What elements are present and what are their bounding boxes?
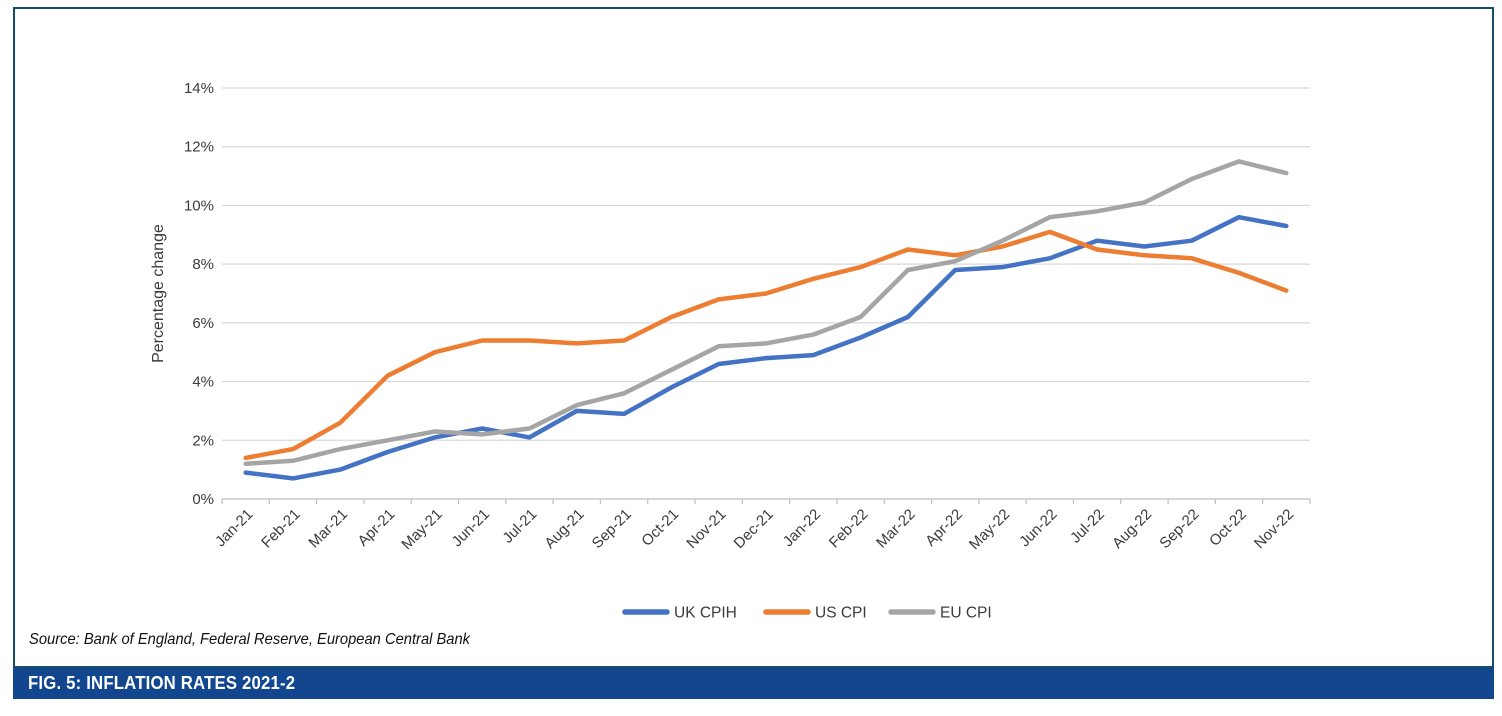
- inflation-line-chart: 0% 2% 4% 6% 8% 10% 12% 14% Percentage change Jan-…: [150, 80, 1311, 622]
- x-axis-label: Dec-21: [731, 506, 777, 552]
- legend-label: UK CPIH: [674, 605, 737, 622]
- y-axis-label: 6%: [192, 315, 214, 332]
- x-axis-label: Feb-21: [258, 506, 304, 552]
- x-axis-label: Nov-22: [1251, 506, 1297, 552]
- x-axis-label: Oct-21: [638, 506, 682, 550]
- x-axis-label: Sep-21: [589, 506, 635, 552]
- series-line-us-cpi: [243, 229, 1289, 461]
- legend-label: US CPI: [815, 605, 867, 622]
- y-axis-label: 2%: [192, 432, 214, 449]
- x-axis-label: Jun-21: [449, 506, 493, 550]
- x-axis-label: Mar-22: [873, 506, 919, 552]
- chart-frame: 0% 2% 4% 6% 8% 10% 12% 14% Percentage change Jan-…: [13, 7, 1494, 668]
- y-axis-title: Percentage change: [150, 224, 167, 363]
- series-line-eu-cpi: [243, 159, 1289, 467]
- x-axis-label: Aug-22: [1109, 506, 1155, 552]
- y-axis-label: 4%: [192, 374, 214, 391]
- y-axis-label: 10%: [184, 197, 214, 214]
- x-axis-label: Jun-22: [1016, 506, 1060, 550]
- x-axis-label: Apr-22: [922, 506, 966, 550]
- y-axis-label: 8%: [192, 256, 214, 273]
- series-line-uk-cpih: [243, 214, 1289, 481]
- x-axis-label: Jul-21: [499, 506, 540, 547]
- x-axis-label: May-21: [398, 506, 445, 553]
- x-axis-label: Jan-22: [780, 506, 824, 550]
- source-note: Source: Bank of England, Federal Reserve…: [29, 631, 471, 648]
- figure-caption-banner: FIG. 5: INFLATION RATES 2021-2: [13, 668, 1494, 699]
- y-axis-label: 0%: [192, 491, 214, 508]
- x-axis-label: Nov-21: [683, 506, 729, 552]
- x-axis-label: Jan-21: [212, 506, 256, 550]
- figure-caption: FIG. 5: INFLATION RATES 2021-2: [28, 673, 296, 693]
- x-axis-label: Oct-22: [1206, 506, 1250, 550]
- x-axis-label: Aug-21: [541, 506, 587, 552]
- y-axis-label: 14%: [184, 80, 214, 97]
- x-axis-label: May-22: [966, 506, 1013, 553]
- x-axis-label: Apr-21: [355, 506, 399, 550]
- x-axis-label: Mar-21: [305, 506, 351, 552]
- x-axis-label: Feb-22: [826, 506, 872, 552]
- x-axis-label: Sep-22: [1156, 506, 1202, 552]
- legend-label: EU CPI: [940, 605, 992, 622]
- x-axis-label: Jul-22: [1067, 506, 1108, 547]
- y-axis-label: 12%: [184, 139, 214, 156]
